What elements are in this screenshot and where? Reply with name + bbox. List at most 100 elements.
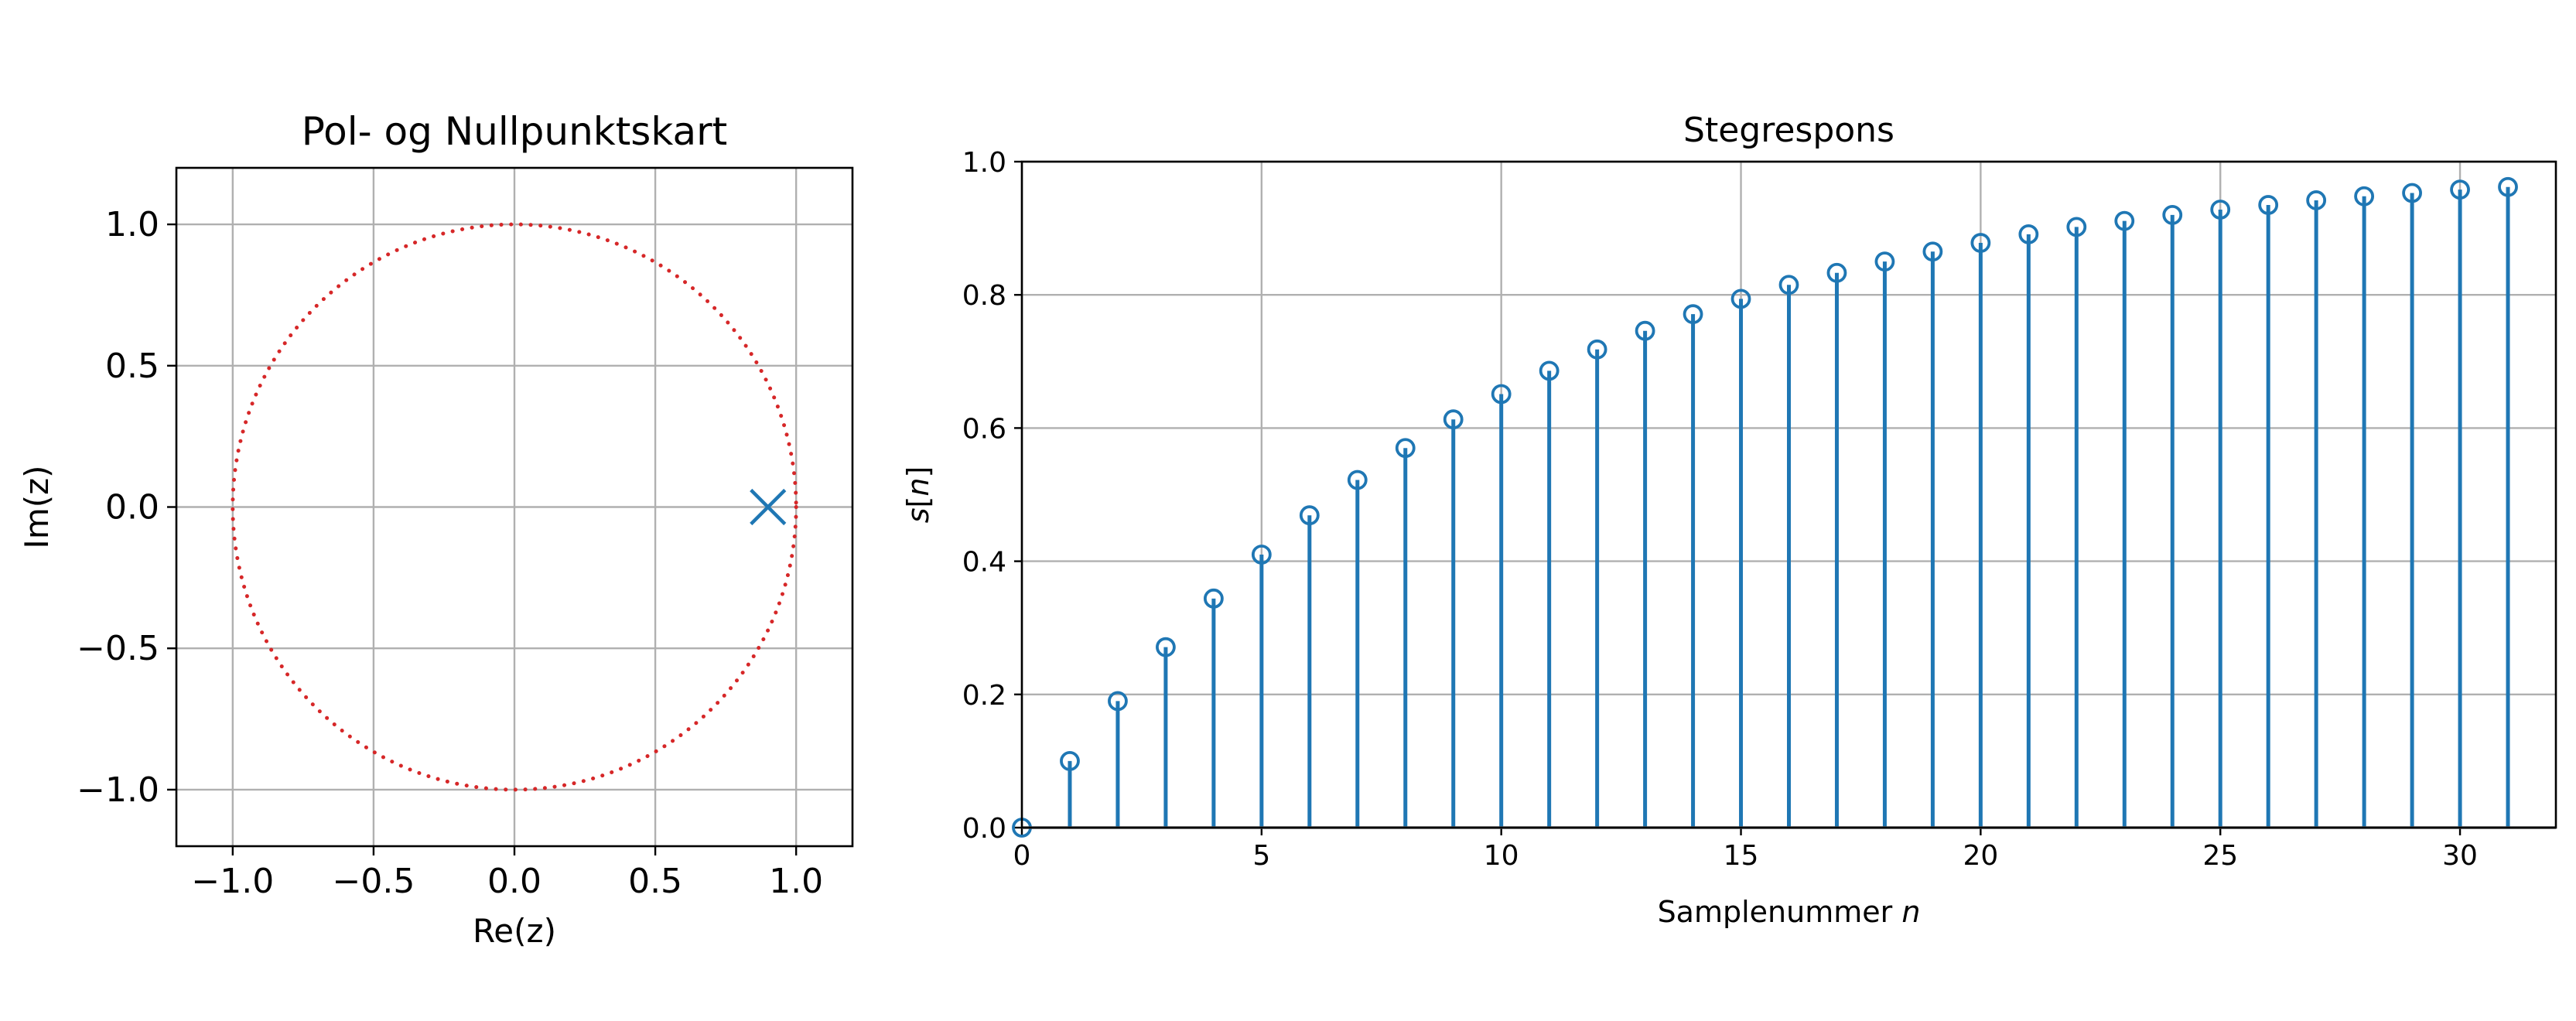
pz-xtick-label: −1.0	[191, 862, 274, 901]
stem-point	[1060, 751, 1080, 828]
st-xtick-label: 25	[2202, 840, 2238, 872]
st-xtick-label: 30	[2442, 840, 2478, 872]
pz-ytick-label: 0.5	[105, 347, 159, 386]
pz-ytick-label: −1.0	[77, 770, 159, 810]
stem-point	[2258, 195, 2279, 828]
pole-zero-axes-frame	[175, 166, 854, 848]
stem-point	[1970, 233, 1991, 828]
stem-marker	[2258, 195, 2279, 215]
stem-point	[1347, 470, 1368, 828]
stem-marker	[1395, 438, 1416, 459]
stem-point	[2114, 210, 2135, 828]
pz-ytick-label: −0.5	[77, 629, 159, 668]
pole-markers	[750, 488, 787, 526]
unit-circle	[231, 222, 798, 792]
unit-circle-path	[231, 222, 798, 792]
stem-marker	[2018, 224, 2039, 244]
stem-marker	[2210, 200, 2231, 220]
stem-point	[2306, 190, 2327, 828]
stem-marker	[2306, 190, 2327, 210]
stem-point	[1826, 262, 1847, 828]
stem-point	[1539, 360, 1560, 828]
stem-point	[2498, 176, 2518, 828]
stem-point	[1778, 275, 1799, 828]
stem-marker	[2402, 183, 2422, 203]
stem-point	[1299, 505, 1320, 828]
st-xtick-label: 20	[1963, 840, 1998, 872]
stem-marker	[2066, 217, 2087, 237]
pole-zero-ylabel: Im(z)	[18, 465, 56, 548]
stem-marker	[2354, 186, 2375, 207]
st-xtick-label: 15	[1724, 840, 1759, 872]
stem-point	[1874, 251, 1895, 828]
stem-marker	[1060, 751, 1080, 771]
pole-zero-panel: −1.0 −0.5 0.0 0.5 1.0 −1.0 −0.5 0.0 0.5 1.0 Pol- …	[18, 109, 854, 950]
stem-marker	[2498, 176, 2518, 197]
st-ytick-label: 0.4	[962, 547, 1006, 579]
st-xtick-label: 5	[1252, 840, 1270, 872]
stem-marker	[1922, 241, 1943, 262]
stem-point	[1203, 588, 1224, 828]
step-response-xlabel: Samplenummer n	[1658, 895, 1921, 929]
pole-zero-title: Pol- og Nullpunktskart	[302, 109, 728, 154]
st-xtick-label: 10	[1484, 840, 1519, 872]
stem-point	[1635, 320, 1655, 828]
stem-point	[2162, 204, 2183, 828]
stem-point	[1683, 304, 1703, 828]
stem-marker	[1778, 275, 1799, 295]
stem-point	[2402, 183, 2422, 828]
stem-marker	[1683, 304, 1703, 325]
pz-ytick-label: 1.0	[105, 205, 159, 244]
stem-marker	[1539, 360, 1560, 381]
st-ytick-label: 0.0	[962, 813, 1006, 845]
stem-marker	[1826, 262, 1847, 283]
stem-point	[2450, 179, 2470, 828]
stem-point	[2018, 224, 2039, 828]
pz-xtick-label: 0.5	[628, 862, 682, 901]
stem-marker	[2114, 210, 2135, 231]
stem-point	[2354, 186, 2375, 828]
stem-marker	[1203, 588, 1224, 609]
stem-marker	[1108, 691, 1128, 712]
stem-marker	[1970, 233, 1991, 253]
pz-xtick-label: −0.5	[332, 862, 415, 901]
step-response-axes-frame	[1020, 160, 2557, 829]
pole-zero-ticks: −1.0 −0.5 0.0 0.5 1.0 −1.0 −0.5 0.0 0.5 1.0	[77, 205, 823, 901]
stem-marker	[1635, 320, 1655, 341]
stem-marker	[1299, 505, 1320, 526]
step-response-title: Stegrespons	[1683, 111, 1894, 150]
stem-marker	[1251, 545, 1272, 565]
stem-point	[1156, 637, 1176, 828]
stem-marker	[1874, 251, 1895, 272]
st-xtick-label: 0	[1013, 840, 1031, 872]
stem-marker	[1443, 409, 1464, 430]
pz-xtick-label: 0.0	[487, 862, 542, 901]
pole-zero-xlabel: Re(z)	[473, 912, 556, 950]
stem-marker	[1491, 384, 1512, 405]
stem-marker	[1156, 637, 1176, 657]
stem-point	[2210, 200, 2231, 828]
stem-point	[1108, 691, 1128, 828]
step-response-panel: 0 5 10 15 20 25 30 0.0 0.2 0.4 0.6 0.8 1.0 Stegrespo…	[901, 111, 2557, 929]
st-ytick-label: 1.0	[962, 147, 1006, 179]
pz-ytick-label: 0.0	[105, 488, 159, 528]
st-ytick-label: 0.6	[962, 413, 1006, 445]
stem-marker	[1587, 339, 1607, 360]
stem-marker	[1730, 289, 1751, 309]
step-response-stems	[1012, 176, 2556, 838]
stem-point	[1443, 409, 1464, 828]
step-response-ticks: 0 5 10 15 20 25 30 0.0 0.2 0.4 0.6 0.8 1.0	[962, 147, 2478, 872]
stem-marker	[2450, 179, 2470, 200]
stem-point	[1491, 384, 1512, 828]
pz-xtick-label: 1.0	[769, 862, 823, 901]
stem-point	[1251, 545, 1272, 828]
stem-point	[1730, 289, 1751, 828]
pole-zero-grid	[176, 168, 852, 846]
stem-marker	[2162, 204, 2183, 225]
st-ytick-label: 0.8	[962, 280, 1006, 312]
stem-point	[1587, 339, 1607, 828]
stem-point	[1922, 241, 1943, 828]
stem-marker	[1347, 470, 1368, 490]
step-response-ylabel: s[n]	[901, 466, 935, 524]
